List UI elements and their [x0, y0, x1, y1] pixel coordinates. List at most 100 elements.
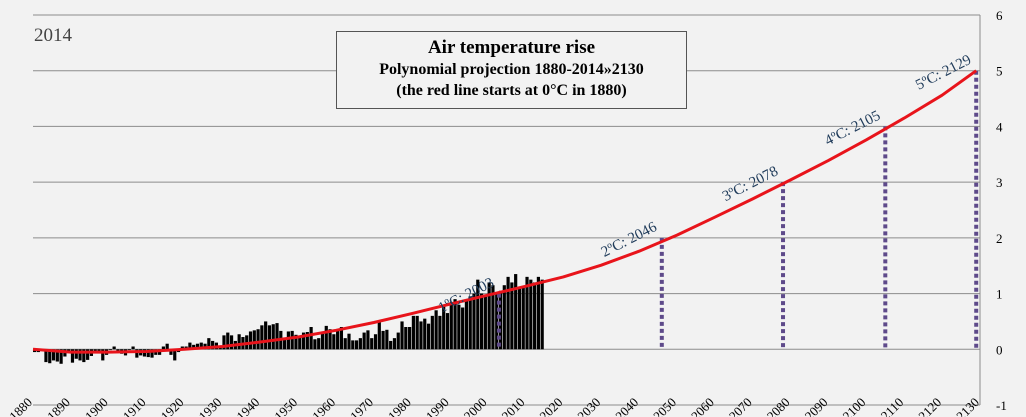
temperature-bar [237, 334, 241, 350]
x-tick-label: 2110 [878, 395, 907, 417]
temperature-bar [442, 304, 446, 350]
chart-note: (the red line starts at 0°C in 1880) [396, 82, 627, 99]
temperature-bar [389, 340, 393, 350]
temperature-bar [313, 339, 317, 350]
x-tick-label: 1940 [233, 395, 262, 417]
temperature-bar [370, 338, 374, 350]
temperature-bar [495, 293, 499, 350]
x-tick-label: 2030 [574, 395, 603, 417]
temperature-bar [354, 340, 359, 350]
temperature-bar [59, 349, 63, 364]
temperature-bar [404, 327, 408, 350]
milestone-label: 4ºC: 2105 [822, 108, 883, 150]
x-tick-label: 2080 [764, 395, 793, 417]
temperature-bar [385, 329, 389, 350]
temperature-bar [498, 290, 503, 350]
temperature-bar [199, 342, 203, 350]
temperature-bar [48, 349, 52, 364]
temperature-bar [324, 325, 328, 350]
temperature-bar [339, 327, 344, 350]
y-tick-label: 5 [996, 64, 1003, 79]
temperature-bar [377, 321, 381, 350]
temperature-bar [525, 276, 529, 350]
x-axis-ticks: 1880 1890 1900 1910 1920 1930 1940 1950 1960 1970… [6, 395, 982, 417]
temperature-bar [192, 344, 196, 350]
temperature-bar [381, 330, 385, 350]
temperature-bar [226, 332, 230, 350]
temperature-bar [358, 338, 362, 350]
temperature-bar [392, 338, 397, 350]
temperature-bar [517, 288, 522, 350]
x-tick-label: 1930 [196, 395, 225, 417]
temperature-bar [366, 330, 370, 350]
temperature-bar [82, 349, 86, 363]
corner-year-label: 2014 [34, 25, 73, 46]
x-tick-label: 1980 [385, 395, 414, 417]
x-tick-label: 2050 [650, 395, 679, 417]
x-tick-label: 2090 [802, 395, 831, 417]
temperature-bar [248, 331, 253, 350]
temperature-bar [169, 349, 173, 355]
x-tick-label: 1970 [347, 395, 376, 417]
temperature-bar [434, 310, 438, 350]
y-tick-label: 0 [996, 342, 1003, 357]
chart-subtitle: Polynomial projection 1880-2014»2130 [379, 61, 644, 78]
temperature-bar [256, 329, 260, 350]
y-tick-label: 3 [996, 175, 1003, 190]
temperature-bar [328, 329, 332, 350]
temperature-bar [173, 349, 177, 361]
temperature-bar [51, 349, 56, 361]
temperature-bar [150, 349, 154, 358]
temperature-bar [476, 279, 480, 350]
y-tick-label: 6 [996, 8, 1003, 23]
chart-title: Air temperature rise [427, 37, 596, 58]
y-tick-label: 4 [996, 119, 1003, 134]
x-tick-label: 1900 [82, 395, 111, 417]
temperature-bar [252, 330, 256, 350]
temperature-bar [468, 296, 472, 350]
temperature-bar [445, 313, 450, 350]
temperature-bar [108, 349, 112, 351]
temperature-bar [408, 327, 412, 350]
x-tick-label: 2060 [688, 395, 717, 417]
x-tick-label: 2130 [953, 395, 982, 417]
temperature-bar [457, 304, 461, 350]
x-tick-label: 2070 [726, 395, 755, 417]
temperature-bar [423, 318, 427, 350]
x-tick-label: 1950 [271, 395, 300, 417]
temperature-bar [207, 338, 211, 350]
temperature-bar [362, 332, 366, 350]
x-tick-label: 2010 [499, 395, 528, 417]
x-tick-label: 1920 [158, 395, 187, 417]
temperature-bar [347, 333, 351, 350]
temperature-bar [536, 276, 540, 350]
temperature-bar [229, 335, 234, 350]
temperature-bar [290, 330, 294, 350]
temperature-bar [165, 343, 169, 350]
temperature-bar [453, 299, 457, 350]
temperature-bar [464, 299, 469, 350]
temperature-bar [70, 349, 75, 363]
projection-curve [32, 69, 978, 354]
temperature-bar [419, 321, 423, 350]
temperature-bar [78, 349, 82, 361]
temperature-bar [146, 349, 150, 358]
temperature-bar [438, 315, 442, 350]
temperature-bar [135, 349, 139, 358]
x-tick-label: 1880 [6, 395, 35, 417]
temperature-bar [502, 285, 506, 350]
temperature-bar [415, 315, 419, 350]
temperature-bar [487, 282, 491, 350]
temperature-bar [161, 346, 165, 350]
temperature-bar [283, 338, 287, 350]
y-axis-ticks: 6 5 4 3 2 1 0 -1 [996, 8, 1007, 413]
x-tick-label: 2100 [839, 395, 868, 417]
temperature-bar [309, 327, 313, 350]
x-tick-label: 1960 [309, 395, 338, 417]
temperature-bar [320, 333, 325, 350]
x-tick-label: 2000 [461, 395, 490, 417]
temperature-bar [298, 335, 302, 350]
temperature-bar [275, 323, 279, 350]
temperature-bar [180, 346, 184, 350]
temperature-bar [127, 349, 131, 351]
